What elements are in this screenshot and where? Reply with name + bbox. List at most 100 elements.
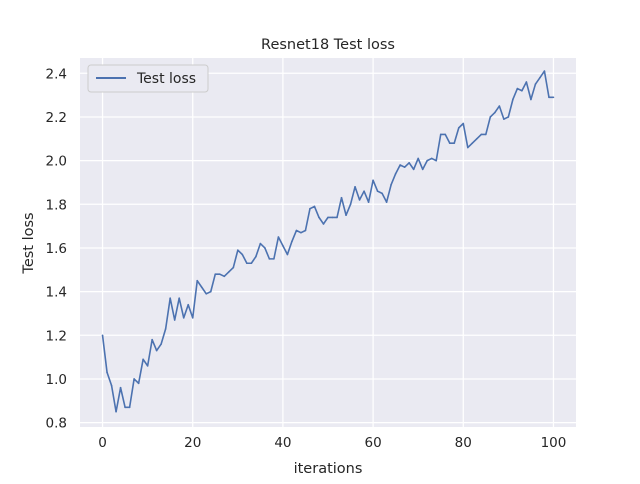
- data-point: [444, 133, 447, 136]
- data-point: [489, 116, 492, 118]
- data-point: [345, 214, 347, 217]
- data-point: [124, 406, 126, 409]
- data-point: [494, 111, 496, 114]
- x-axis-label: iterations: [294, 461, 363, 477]
- plot-background: [80, 58, 576, 427]
- data-point: [385, 201, 388, 203]
- data-point: [471, 142, 474, 144]
- data-point: [435, 159, 438, 162]
- x-tick-label: 60: [364, 435, 381, 451]
- x-tick-label: 0: [98, 435, 107, 451]
- data-point: [539, 76, 541, 79]
- data-point: [142, 358, 144, 361]
- data-point: [408, 162, 410, 164]
- data-point: [115, 410, 117, 413]
- legend-box: [87, 64, 209, 93]
- data-point: [155, 349, 158, 352]
- data-point: [209, 290, 212, 293]
- data-point: [300, 231, 302, 234]
- data-point: [340, 196, 343, 199]
- data-point: [358, 199, 361, 201]
- data-point: [327, 216, 329, 219]
- data-point: [430, 157, 433, 160]
- data-point: [304, 229, 307, 232]
- data-point: [214, 273, 217, 275]
- data-point: [101, 334, 104, 337]
- data-point: [246, 262, 248, 265]
- data-point: [548, 96, 550, 99]
- x-tick-label: 80: [455, 435, 472, 451]
- data-point: [241, 253, 244, 256]
- data-point: [394, 172, 397, 175]
- data-point: [457, 127, 460, 129]
- data-point: [439, 133, 442, 136]
- data-point: [543, 70, 546, 72]
- y-tick-label: 2.4: [46, 66, 67, 82]
- y-tick-label: 2.0: [46, 154, 67, 170]
- data-point: [178, 297, 180, 299]
- data-point: [453, 142, 456, 144]
- data-point: [367, 201, 370, 203]
- data-point: [403, 166, 406, 168]
- data-point: [218, 273, 221, 275]
- data-point: [119, 386, 122, 389]
- data-point: [318, 216, 320, 219]
- data-point: [133, 378, 135, 380]
- data-point: [476, 137, 478, 140]
- y-tick-label: 0.8: [46, 416, 67, 432]
- data-point: [426, 159, 429, 162]
- data-point: [160, 343, 162, 345]
- data-point: [331, 216, 334, 219]
- data-point: [191, 317, 194, 319]
- data-point: [259, 242, 262, 245]
- data-point: [268, 258, 271, 260]
- data-point: [485, 133, 487, 136]
- grid-lines: [80, 58, 576, 427]
- data-point: [282, 244, 284, 247]
- y-axis-label: Test loss: [21, 212, 37, 274]
- y-tick-label: 1.4: [46, 285, 67, 301]
- data-point: [349, 203, 352, 206]
- data-point: [521, 89, 523, 92]
- data-point: [498, 105, 501, 107]
- data-point: [182, 317, 185, 319]
- data-point: [137, 382, 140, 385]
- data-point: [363, 190, 365, 192]
- y-tick-label: 2.2: [46, 110, 67, 126]
- data-point: [295, 229, 298, 232]
- data-point: [525, 81, 528, 83]
- x-tick-label: 20: [184, 435, 201, 451]
- series-layer: [101, 70, 555, 413]
- data-point: [187, 303, 190, 306]
- tick-labels: 0 20 40 60 80 100 0.8 1.0 1.2 1.4 1.6 1.8 2.0 2.2 2.4: [46, 66, 567, 451]
- data-point: [255, 255, 257, 258]
- data-point: [421, 168, 424, 171]
- y-tick-label: 1.6: [46, 241, 67, 257]
- data-point: [462, 122, 465, 125]
- data-point: [530, 98, 532, 101]
- data-point: [264, 247, 266, 249]
- data-point: [205, 293, 208, 295]
- data-point: [151, 338, 153, 341]
- data-point: [381, 192, 383, 195]
- data-point: [372, 179, 374, 182]
- data-point: [164, 327, 167, 330]
- data-point: [313, 205, 316, 208]
- y-tick-label: 1.8: [46, 197, 67, 213]
- x-tick-label: 40: [274, 435, 291, 451]
- data-point: [250, 262, 253, 265]
- data-point: [228, 271, 230, 273]
- data-point: [399, 164, 401, 166]
- data-point: [277, 236, 280, 238]
- data-point: [196, 279, 199, 282]
- data-point: [169, 297, 171, 299]
- data-point: [223, 275, 226, 278]
- data-point: [237, 249, 239, 251]
- data-point: [273, 258, 275, 260]
- y-tick-label: 1.2: [46, 328, 67, 344]
- data-point: [291, 240, 293, 243]
- data-point: [417, 157, 419, 160]
- data-point: [503, 118, 505, 120]
- data-point: [507, 116, 510, 118]
